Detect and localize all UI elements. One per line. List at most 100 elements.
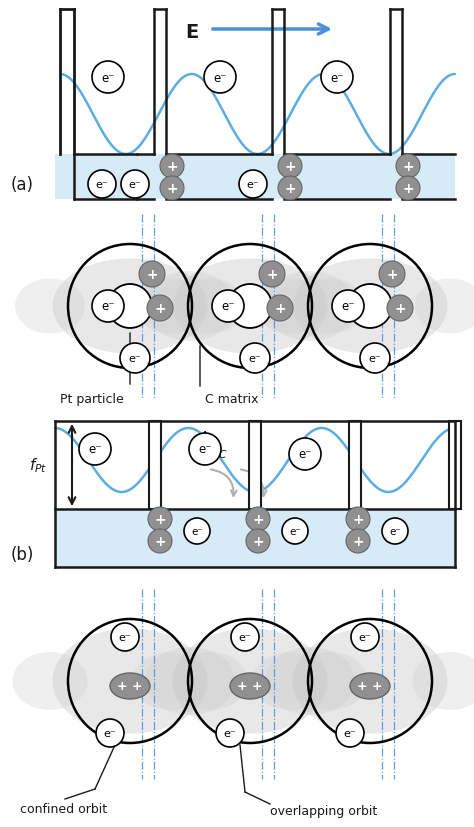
Text: e⁻: e⁻ <box>213 71 227 84</box>
Circle shape <box>184 519 210 544</box>
Text: e⁻: e⁻ <box>341 300 355 313</box>
Circle shape <box>212 290 244 323</box>
Bar <box>249 422 261 509</box>
Circle shape <box>346 529 370 553</box>
Circle shape <box>396 155 420 179</box>
Text: +: + <box>166 160 178 174</box>
Text: e⁻: e⁻ <box>88 443 102 456</box>
Text: confined orbit: confined orbit <box>20 802 107 815</box>
Bar <box>149 422 161 509</box>
Text: + +: + + <box>117 680 143 693</box>
Text: f$_\mathregular{C}$: f$_\mathregular{C}$ <box>213 442 228 461</box>
Circle shape <box>147 295 173 322</box>
Bar <box>55 155 455 200</box>
Text: +: + <box>154 534 166 548</box>
Circle shape <box>139 261 165 288</box>
Text: C matrix: C matrix <box>205 393 258 406</box>
Ellipse shape <box>173 629 328 734</box>
Ellipse shape <box>292 653 367 710</box>
Circle shape <box>148 529 172 553</box>
Ellipse shape <box>415 280 474 334</box>
Circle shape <box>289 438 321 471</box>
Text: e⁻: e⁻ <box>389 526 401 537</box>
Ellipse shape <box>173 653 247 710</box>
Ellipse shape <box>230 673 270 699</box>
Circle shape <box>332 290 364 323</box>
Text: +: + <box>252 513 264 526</box>
Text: +: + <box>154 513 166 526</box>
Text: e⁻: e⁻ <box>298 448 312 461</box>
Circle shape <box>79 433 111 466</box>
Ellipse shape <box>175 280 245 334</box>
Circle shape <box>321 62 353 94</box>
Ellipse shape <box>412 653 474 710</box>
Ellipse shape <box>173 259 328 354</box>
Text: +: + <box>154 302 166 316</box>
Text: overlapping orbit: overlapping orbit <box>270 805 377 818</box>
Text: E: E <box>185 22 199 41</box>
Ellipse shape <box>12 653 88 710</box>
Circle shape <box>92 290 124 323</box>
Ellipse shape <box>253 653 328 710</box>
Text: e⁻: e⁻ <box>128 179 141 189</box>
Bar <box>55 509 455 567</box>
Circle shape <box>121 171 149 198</box>
Text: (a): (a) <box>10 176 34 194</box>
Bar <box>349 422 361 509</box>
Circle shape <box>240 343 270 374</box>
Text: f$_\mathregular{Pt}$: f$_\mathregular{Pt}$ <box>29 457 47 475</box>
Circle shape <box>239 171 267 198</box>
Circle shape <box>160 177 184 201</box>
Text: +: + <box>402 160 414 174</box>
Text: +: + <box>284 182 296 196</box>
Circle shape <box>88 171 116 198</box>
Circle shape <box>204 62 236 94</box>
Text: e⁻: e⁻ <box>238 632 251 643</box>
Text: e⁻: e⁻ <box>104 728 117 739</box>
Text: +: + <box>166 182 178 196</box>
Text: e⁻: e⁻ <box>289 526 301 537</box>
Text: Pt particle: Pt particle <box>60 393 124 406</box>
Ellipse shape <box>110 673 150 699</box>
Text: e⁻: e⁻ <box>198 443 212 456</box>
Text: +: + <box>352 513 364 526</box>
Circle shape <box>160 155 184 179</box>
Ellipse shape <box>265 648 355 715</box>
Text: +: + <box>146 268 158 282</box>
Ellipse shape <box>295 280 365 334</box>
Circle shape <box>379 261 405 288</box>
Circle shape <box>346 508 370 532</box>
Circle shape <box>259 261 285 288</box>
Circle shape <box>278 155 302 179</box>
Text: e⁻: e⁻ <box>101 71 115 84</box>
Circle shape <box>189 433 221 466</box>
Bar <box>449 422 461 509</box>
Text: e⁻: e⁻ <box>101 300 115 313</box>
Text: e⁻: e⁻ <box>191 526 203 537</box>
Ellipse shape <box>145 648 235 715</box>
Text: +: + <box>266 268 278 282</box>
Circle shape <box>387 295 413 322</box>
Ellipse shape <box>133 653 208 710</box>
Ellipse shape <box>255 280 325 334</box>
Circle shape <box>108 284 152 328</box>
Ellipse shape <box>350 673 390 699</box>
Text: e⁻: e⁻ <box>249 354 261 364</box>
Circle shape <box>246 508 270 532</box>
Text: e⁻: e⁻ <box>221 300 235 313</box>
Text: e⁻: e⁻ <box>344 728 356 739</box>
Circle shape <box>336 719 364 747</box>
Ellipse shape <box>265 272 355 342</box>
Text: e⁻: e⁻ <box>246 179 259 189</box>
Text: e⁻: e⁻ <box>118 632 131 643</box>
Circle shape <box>148 508 172 532</box>
Ellipse shape <box>15 280 85 334</box>
Ellipse shape <box>292 259 447 354</box>
Ellipse shape <box>53 629 208 734</box>
Circle shape <box>231 624 259 651</box>
Ellipse shape <box>135 280 205 334</box>
Text: +: + <box>386 268 398 282</box>
Ellipse shape <box>145 272 235 342</box>
Circle shape <box>111 624 139 651</box>
Text: e⁻: e⁻ <box>224 728 237 739</box>
